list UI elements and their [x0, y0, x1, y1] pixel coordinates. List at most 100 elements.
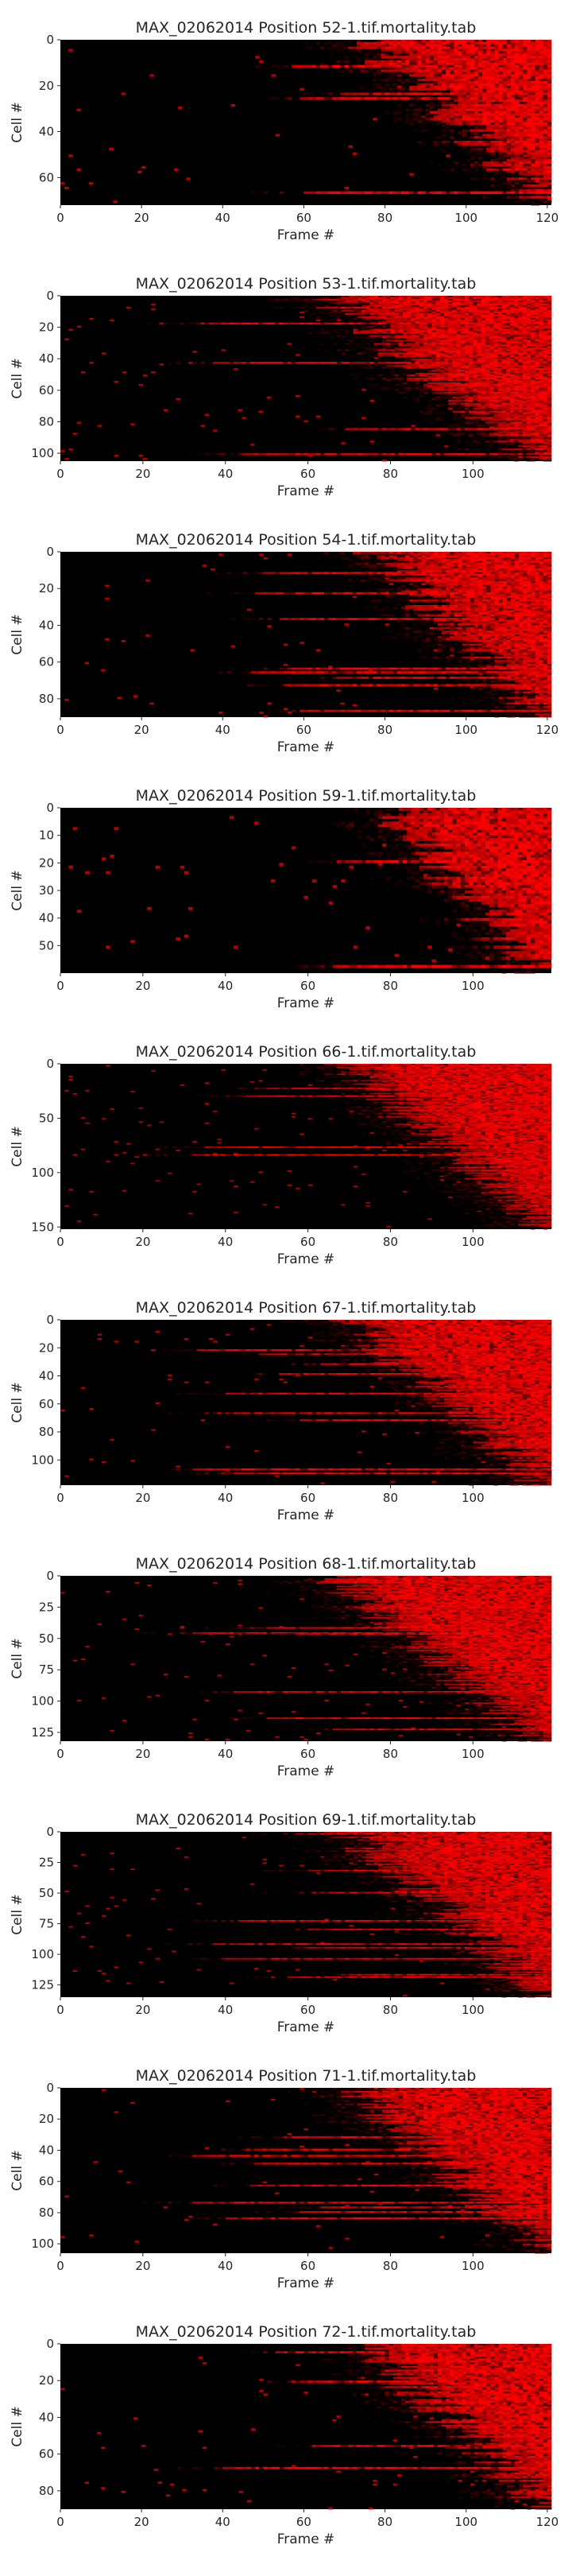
heatmap-cell	[531, 157, 535, 160]
heatmap-cell	[482, 164, 487, 167]
heatmap-cell	[433, 67, 439, 70]
heatmap-cell	[349, 300, 354, 303]
heatmap-cell	[439, 296, 445, 298]
heatmap-cell	[373, 62, 377, 66]
heatmap-cell	[324, 332, 329, 334]
heatmap-cell	[421, 67, 427, 70]
heatmap-cell	[448, 303, 453, 306]
heatmap-cell	[502, 136, 508, 139]
heatmap-cell	[539, 48, 544, 52]
heatmap-cell	[392, 40, 398, 43]
heatmap-cell	[464, 378, 470, 380]
heatmap-cell	[460, 339, 466, 342]
heatmap-cell	[421, 51, 427, 54]
heatmap-cell	[403, 320, 408, 324]
heatmap-cell	[497, 306, 503, 309]
heatmap-cell	[466, 90, 471, 93]
heatmap-cell	[336, 97, 341, 100]
heatmap-cell	[435, 317, 441, 320]
heatmap-cell	[478, 161, 483, 165]
heatmap-cell	[353, 332, 358, 334]
heatmap-cell	[477, 322, 482, 325]
heatmap-cell	[473, 131, 479, 134]
heatmap-cell	[515, 168, 520, 172]
heatmap-cell	[547, 149, 552, 153]
heatmap-cell	[369, 330, 375, 332]
heatmap-cell	[527, 161, 531, 165]
heatmap-cell	[522, 370, 528, 372]
heatmap-cell	[462, 67, 467, 70]
heatmap-cell	[433, 122, 439, 126]
heatmap-cell	[398, 339, 404, 342]
heatmap-cell	[427, 328, 432, 331]
heatmap-cell	[427, 347, 432, 350]
heatmap-cell	[518, 371, 524, 374]
heatmap-cell	[477, 305, 482, 308]
heatmap-cell	[502, 72, 508, 75]
heatmap-cell	[361, 311, 366, 314]
heatmap-cell	[501, 339, 507, 342]
heatmap-cell	[356, 58, 361, 61]
heatmap-cell	[311, 306, 317, 309]
heatmap-cell	[307, 312, 313, 316]
heatmap-cell	[409, 51, 414, 54]
heatmap-cell	[539, 129, 544, 132]
heatmap-cell	[398, 311, 404, 314]
heatmap-cell	[437, 69, 443, 72]
heatmap-cell	[535, 339, 539, 342]
heatmap-cell	[470, 164, 475, 167]
heatmap-cell	[348, 191, 354, 194]
heatmap-cell	[262, 322, 268, 325]
heatmap-cell	[473, 339, 477, 342]
heatmap-cell	[429, 72, 435, 75]
heatmap-cell	[390, 314, 396, 317]
heatmap-cell	[485, 320, 490, 324]
heatmap-cell	[315, 41, 321, 45]
heatmap-cell	[473, 67, 479, 70]
heatmap-cell	[319, 97, 325, 100]
heatmap-cell	[547, 143, 552, 146]
heatmap-cell	[493, 359, 498, 361]
heatmap-cell	[456, 322, 462, 325]
heatmap-cell	[435, 298, 441, 301]
heatmap-cell	[543, 177, 548, 180]
heatmap-cell	[446, 41, 450, 45]
heatmap-cell	[398, 303, 404, 306]
heatmap-cell	[421, 97, 427, 100]
heatmap-cell	[307, 297, 313, 300]
heatmap-cell	[473, 129, 479, 132]
heatmap-cell	[187, 362, 193, 364]
heatmap-cell	[466, 67, 471, 70]
heatmap-cell	[458, 58, 463, 61]
heatmap-cell	[535, 165, 540, 169]
heatmap-cell	[527, 200, 531, 204]
heatmap-cell	[433, 62, 439, 66]
heatmap-cell	[403, 332, 408, 334]
heatmap-cell	[332, 362, 338, 364]
heatmap-cell	[485, 322, 490, 325]
heatmap-cell	[473, 347, 477, 350]
heatmap-cell	[431, 367, 436, 369]
heatmap-cell	[543, 180, 548, 183]
heatmap-cell	[523, 69, 528, 72]
heatmap-cell	[283, 97, 288, 100]
heatmap-cell	[490, 118, 495, 121]
heatmap-cell	[485, 311, 490, 314]
heatmap-cell	[469, 346, 473, 348]
heatmap-cell	[328, 336, 334, 339]
heatmap-cell	[398, 301, 404, 305]
heatmap-cell	[392, 111, 398, 114]
heatmap-cell	[454, 64, 458, 68]
heatmap-cell	[423, 298, 428, 301]
heatmap-cell	[498, 145, 504, 149]
heatmap-cell	[427, 308, 432, 311]
heatmap-cell	[531, 297, 535, 300]
heatmap-cell	[452, 328, 457, 331]
heatmap-cell	[543, 338, 548, 340]
heatmap-cell	[435, 306, 441, 309]
heatmap-cell	[494, 102, 500, 105]
x-tick-label: 120	[536, 211, 559, 225]
heatmap-cell	[405, 60, 410, 64]
heatmap-cell	[450, 72, 454, 75]
heatmap-cell	[531, 305, 535, 308]
